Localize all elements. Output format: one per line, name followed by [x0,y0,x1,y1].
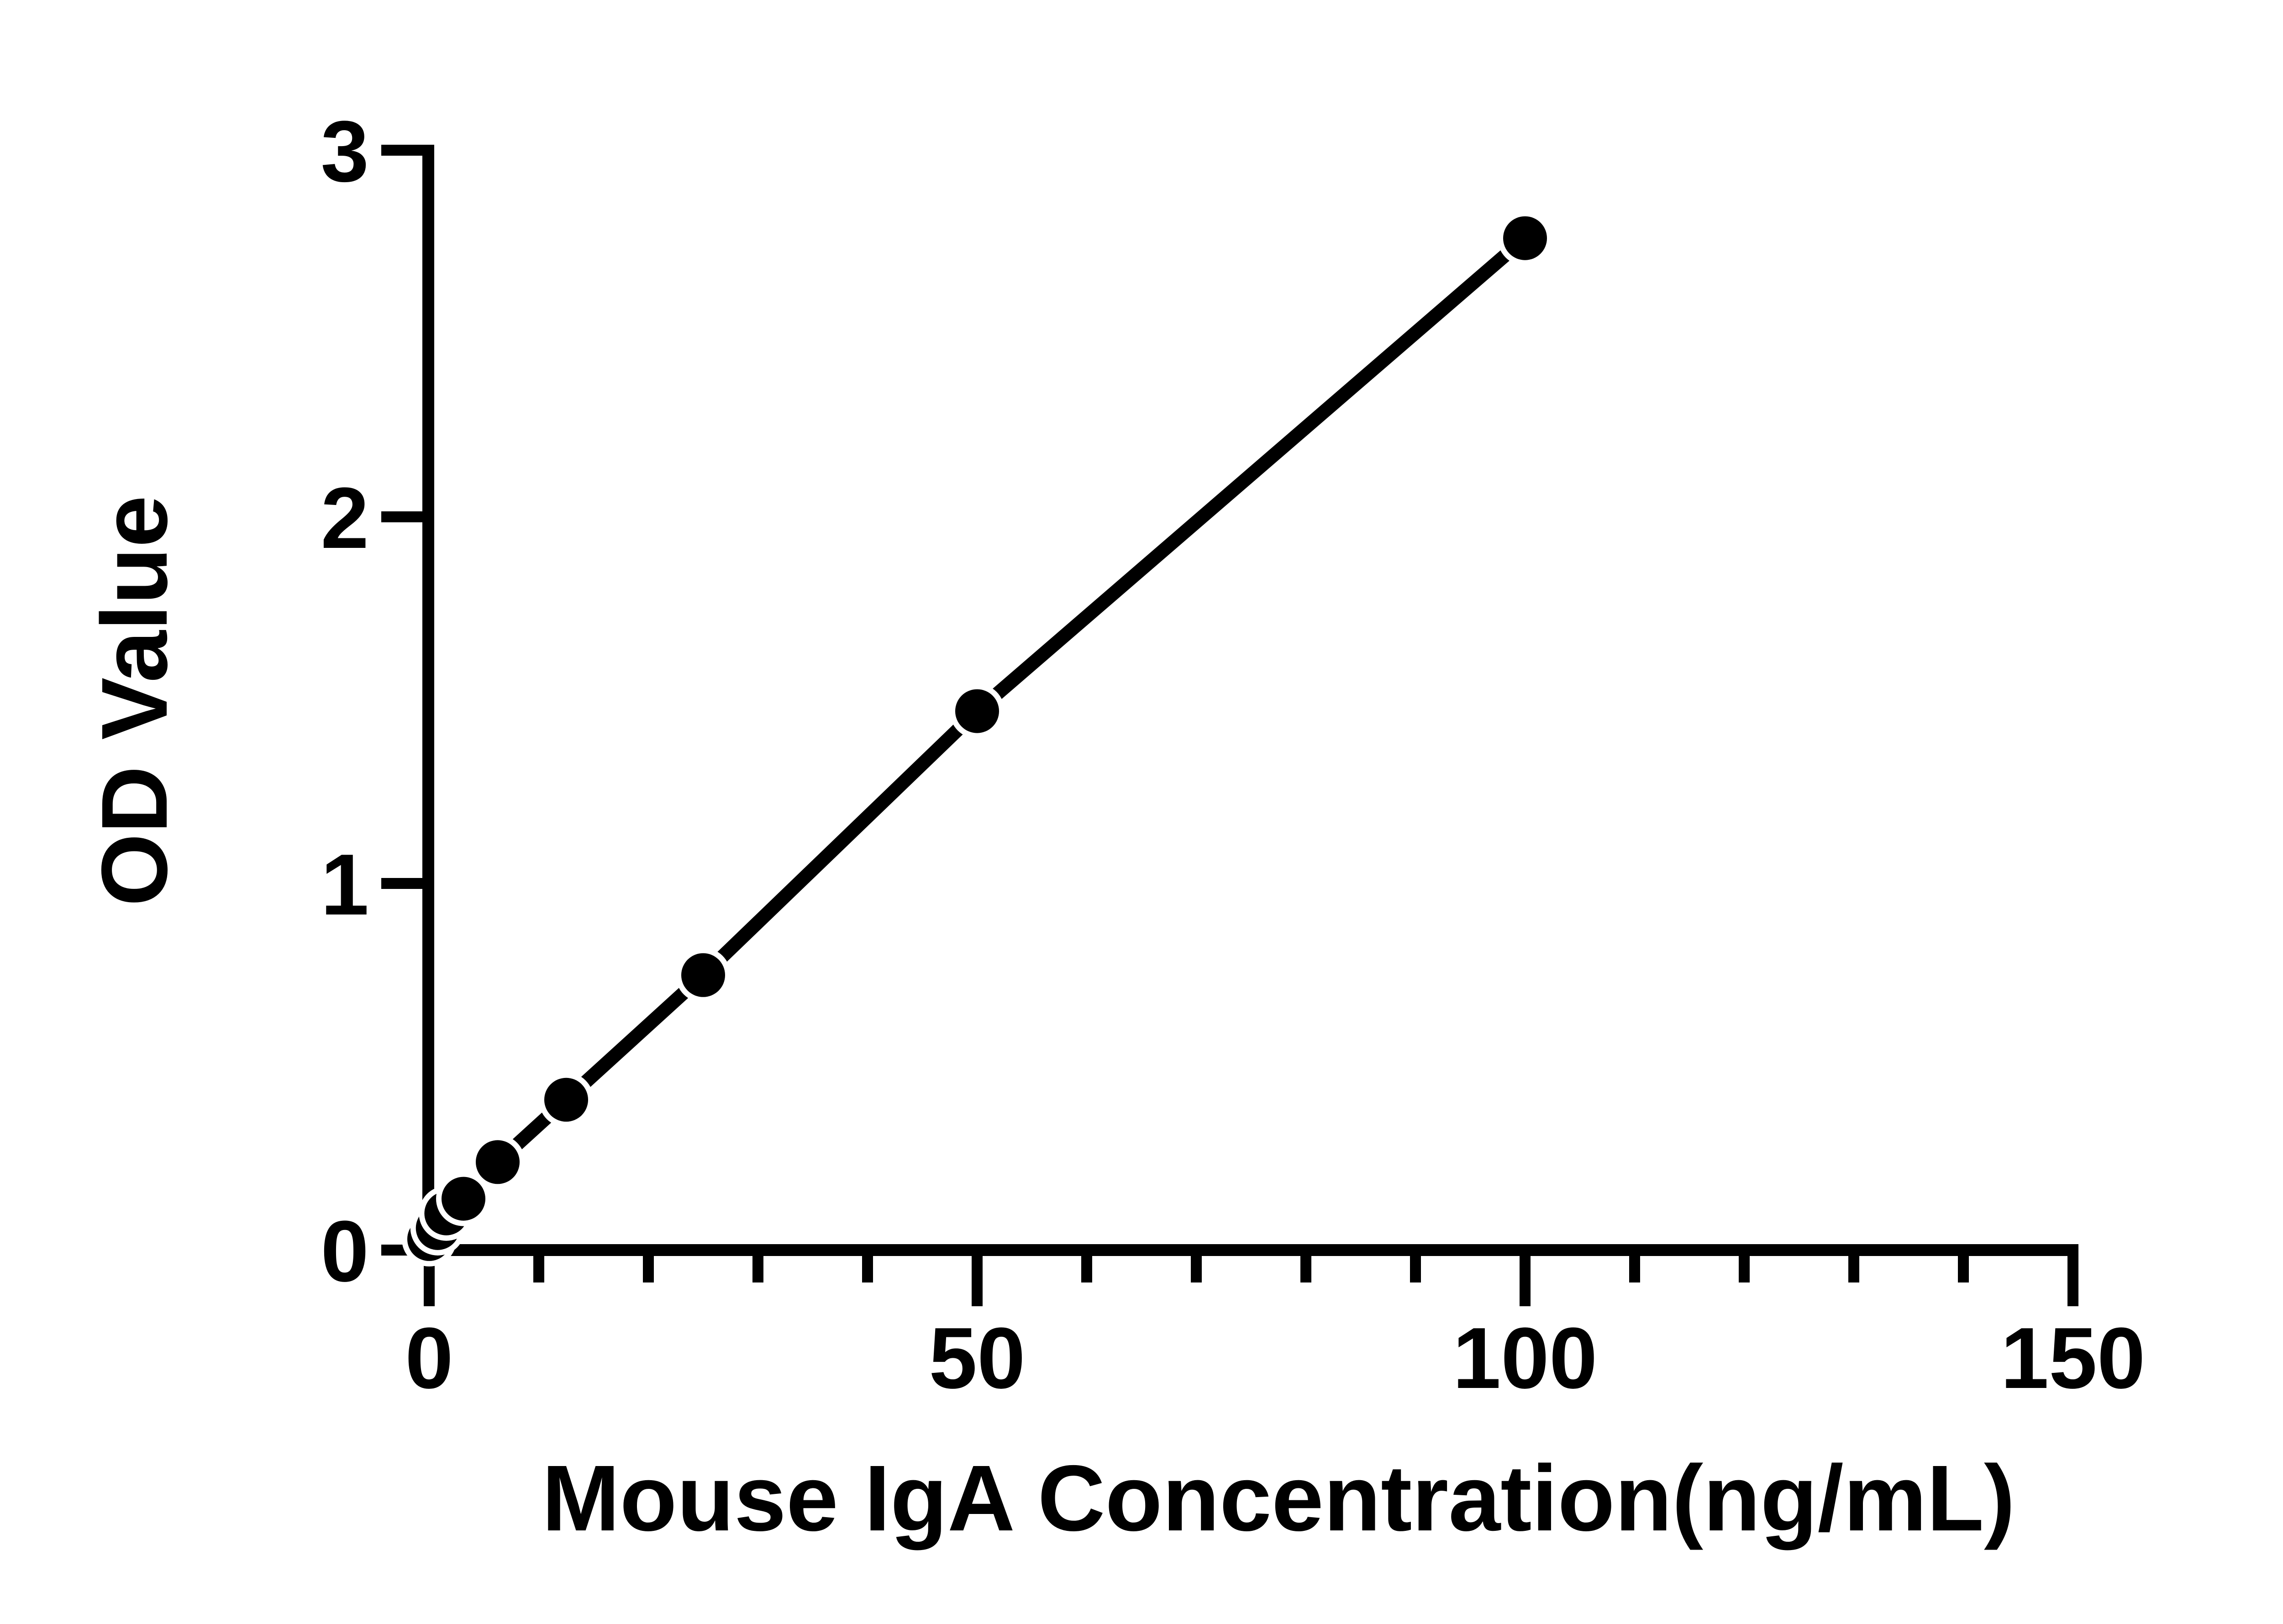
x-minor-tick-60 [1081,1256,1092,1282]
x-minor-tick-30 [752,1256,763,1282]
y-major-tick-2 [381,511,422,522]
data-point-25 [681,953,725,997]
data-point-12.5 [544,1077,588,1122]
x-minor-tick-130 [1848,1256,1859,1282]
x-minor-tick-20 [643,1256,654,1282]
y-major-tick-3 [381,145,422,156]
x-minor-tick-120 [1739,1256,1750,1282]
x-tick-label-0: 0 [405,1310,453,1407]
x-major-tick-50 [972,1256,983,1306]
x-minor-tick-90 [1410,1256,1421,1282]
y-tick-label-1: 1 [321,836,369,933]
x-minor-tick-70 [1191,1256,1202,1282]
y-tick-label-3: 3 [321,103,369,200]
x-minor-tick-80 [1300,1256,1311,1282]
x-minor-tick-140 [1958,1256,1969,1282]
x-minor-tick-110 [1629,1256,1640,1282]
x-major-tick-150 [2067,1256,2078,1306]
y-tick-label-2: 2 [321,470,369,567]
x-major-tick-100 [1520,1256,1531,1306]
x-tick-label-150: 150 [2000,1310,2145,1407]
x-axis-line [422,1244,2078,1256]
data-series [402,210,1552,1267]
data-point-6.25 [476,1140,520,1184]
x-minor-tick-40 [862,1256,873,1282]
x-tick-label-100: 100 [1452,1310,1597,1407]
data-point-50 [955,689,999,733]
axes [381,145,2078,1306]
x-tick-label-50: 50 [929,1310,1025,1407]
y-axis-line [422,145,434,1256]
data-point-3.125 [442,1177,485,1221]
y-tick-label-0: 0 [321,1203,369,1300]
x-minor-tick-10 [533,1256,544,1282]
y-axis-title: OD Value [82,495,187,906]
y-major-tick-1 [381,878,422,889]
data-point-100 [1503,216,1547,260]
tick-labels: 0 1 2 3 0 50 100 150 [321,103,2145,1407]
x-axis-title: Mouse IgA Concentration(ng/mL) [542,1446,2015,1550]
